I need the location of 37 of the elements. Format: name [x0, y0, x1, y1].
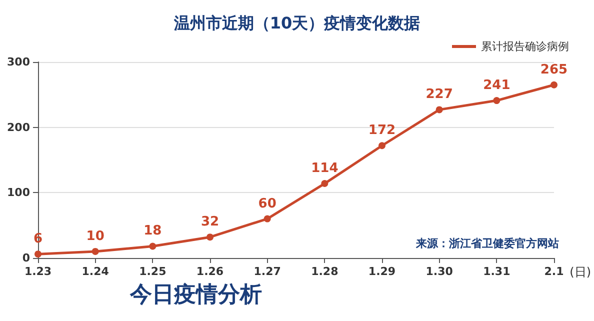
- data-label: 60: [258, 196, 276, 212]
- y-tick-label: 100: [7, 186, 30, 200]
- data-label: 265: [540, 62, 568, 78]
- x-tick-label: 2.1: [544, 265, 564, 278]
- point: [92, 248, 99, 255]
- x-tick-label: 1.24: [82, 265, 110, 278]
- point: [321, 180, 328, 188]
- data-label: 10: [86, 228, 104, 244]
- point: [436, 106, 443, 114]
- point: [550, 81, 558, 88]
- x-tick-label: 1.25: [139, 265, 166, 278]
- x-tick-label: 1.28: [311, 265, 338, 278]
- point: [264, 215, 271, 222]
- x-axis-title: (日): [570, 265, 592, 279]
- point: [206, 234, 214, 241]
- data-label: 18: [144, 224, 162, 239]
- annotation: 来源：浙江省卫健委官方网站: [415, 237, 559, 250]
- chart-title: 温州市近期（10天）疫情变化数据: [172, 14, 420, 32]
- text: 今日疫情分析: [129, 282, 262, 308]
- x-tick-label: 1.31: [483, 265, 510, 278]
- point: [149, 242, 156, 250]
- data-label: 227: [426, 87, 453, 102]
- data-label: 172: [368, 123, 396, 138]
- x-tick-label: 1.26: [196, 265, 224, 278]
- point: [378, 142, 386, 150]
- x-tick-label: 1.23: [24, 265, 52, 278]
- data-label: 241: [483, 78, 510, 94]
- x-tick-label: 1.30: [426, 265, 454, 278]
- x-tick-label: 1.27: [254, 265, 281, 278]
- x-tick-label: 1.29: [368, 265, 396, 278]
- legend-label: 累计报告确诊病例: [481, 40, 569, 53]
- y-tick-label: 0: [22, 252, 30, 264]
- y-tick-label: 300: [7, 56, 30, 68]
- point: [493, 97, 500, 104]
- y-tick-label: 200: [7, 120, 30, 134]
- data-label: 114: [311, 161, 338, 176]
- data-label: 32: [200, 214, 220, 230]
